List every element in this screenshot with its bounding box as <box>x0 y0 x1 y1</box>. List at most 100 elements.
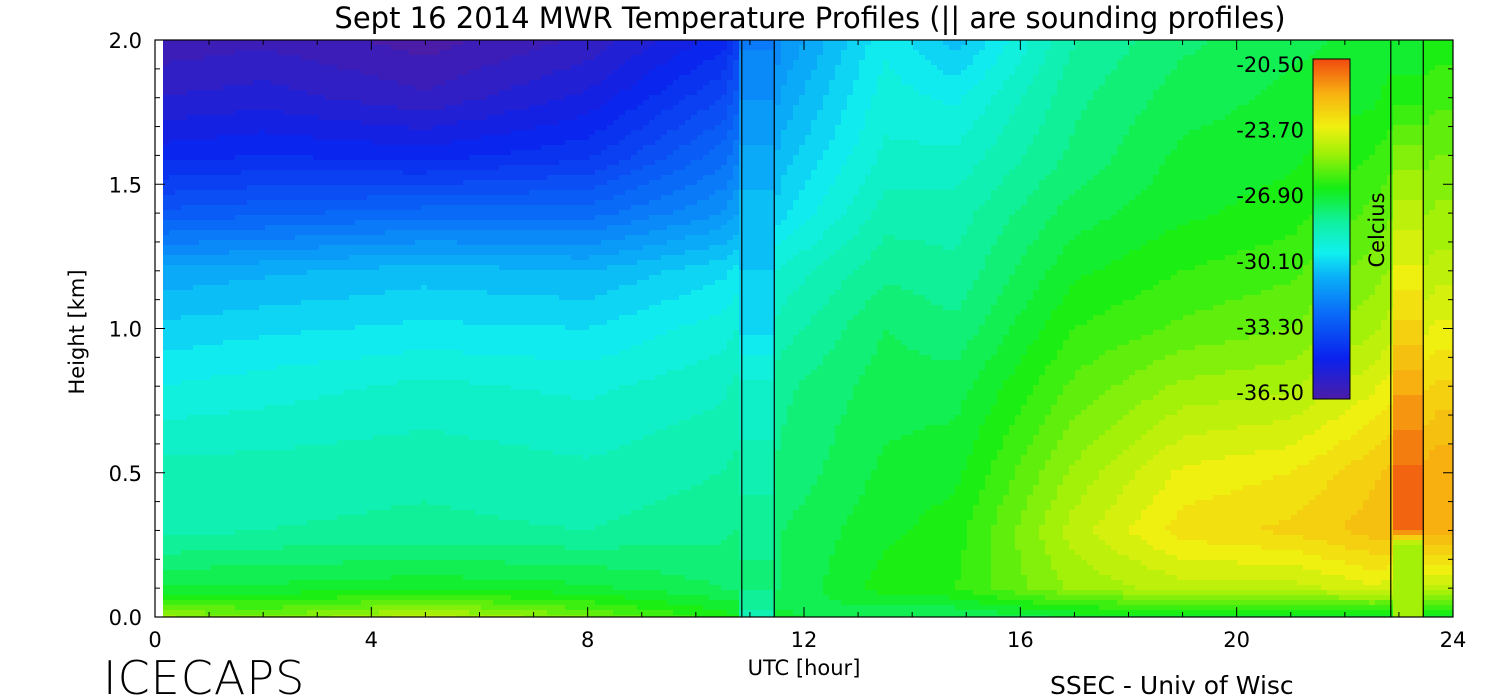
heat-cell <box>307 65 314 71</box>
heat-cell <box>325 305 332 311</box>
heat-cell <box>175 370 182 376</box>
heat-cell <box>361 425 368 431</box>
heat-cell <box>211 280 218 286</box>
heat-cell <box>193 75 200 81</box>
heat-cell <box>181 260 188 266</box>
heat-cell <box>343 225 350 231</box>
heat-cell <box>283 465 290 471</box>
heat-cell <box>199 425 206 431</box>
heat-cell <box>205 370 212 376</box>
heat-cell <box>343 495 350 501</box>
heat-cell <box>283 170 290 176</box>
heat-cell <box>313 310 320 316</box>
heat-cell <box>283 205 290 211</box>
heat-cell <box>235 320 242 326</box>
heat-cell <box>319 70 326 76</box>
heat-cell <box>361 560 368 566</box>
heat-cell <box>385 390 392 396</box>
heat-cell <box>271 615 278 617</box>
heat-cell <box>373 515 380 521</box>
heat-cell <box>319 320 326 326</box>
heat-cell <box>271 235 278 241</box>
heat-cell <box>325 550 332 556</box>
heat-cell <box>319 265 326 271</box>
heat-cell <box>193 130 200 136</box>
heat-cell <box>331 150 338 156</box>
heat-cell <box>325 470 332 476</box>
heat-cell <box>355 170 362 176</box>
heat-cell <box>163 80 170 86</box>
heat-cell <box>415 260 422 266</box>
heat-cell <box>361 400 368 406</box>
heat-cell <box>247 340 254 346</box>
heat-cell <box>349 70 356 76</box>
heat-cell <box>343 585 350 591</box>
heat-cell <box>259 220 266 226</box>
heat-cell <box>373 200 380 206</box>
heat-cell <box>223 530 230 536</box>
heat-cell <box>241 605 248 611</box>
heat-cell <box>301 455 308 461</box>
heat-cell <box>319 400 326 406</box>
heat-cell <box>253 525 260 531</box>
heat-cell <box>265 330 272 336</box>
heat-cell <box>175 75 182 81</box>
heat-cell <box>325 315 332 321</box>
heat-cell <box>271 175 278 181</box>
heat-cell <box>193 50 200 56</box>
heat-cell <box>307 140 314 146</box>
heat-cell <box>403 600 410 606</box>
heat-cell <box>181 380 188 386</box>
heat-cell <box>277 560 284 566</box>
heat-cell <box>217 315 224 321</box>
heat-cell <box>253 415 260 421</box>
heat-cell <box>229 525 236 531</box>
heat-cell <box>289 385 296 391</box>
heat-cell <box>253 355 260 361</box>
heat-cell <box>241 510 248 516</box>
heat-cell <box>253 40 260 46</box>
heat-cell <box>373 160 380 166</box>
heat-cell <box>283 310 290 316</box>
heat-cell <box>241 600 248 606</box>
heat-cell <box>337 55 344 61</box>
heat-cell <box>187 480 194 486</box>
heat-cell <box>229 420 236 426</box>
heat-cell <box>277 200 284 206</box>
heat-cell <box>349 595 356 601</box>
heat-cell <box>259 65 266 71</box>
heat-cell <box>307 290 314 296</box>
heat-cell <box>199 160 206 166</box>
heat-cell <box>379 215 386 221</box>
heat-cell <box>385 410 392 416</box>
heat-cell <box>241 155 248 161</box>
heat-cell <box>331 610 338 616</box>
heat-cell <box>199 515 206 521</box>
heat-cell <box>319 545 326 551</box>
heat-cell <box>277 330 284 336</box>
heat-cell <box>391 570 398 576</box>
heat-cell <box>367 235 374 241</box>
heat-cell <box>301 250 308 256</box>
heat-cell <box>163 65 170 71</box>
heat-cell <box>181 590 188 596</box>
heat-cell <box>343 340 350 346</box>
heat-cell <box>271 120 278 126</box>
heat-cell <box>223 355 230 361</box>
heat-cell <box>283 40 290 46</box>
heat-cell <box>361 105 368 111</box>
heat-cell <box>163 195 170 201</box>
heat-cell <box>349 120 356 126</box>
heat-cell <box>307 135 314 141</box>
heat-cell <box>277 475 284 481</box>
heat-cell <box>289 70 296 76</box>
heat-cell <box>295 515 302 521</box>
heat-cell <box>409 555 416 561</box>
heat-cell <box>343 405 350 411</box>
heat-cell <box>409 220 416 226</box>
heat-cell <box>313 380 320 386</box>
heat-cell <box>355 235 362 241</box>
heat-cell <box>265 140 272 146</box>
heat-cell <box>199 110 206 116</box>
heat-cell <box>259 525 266 531</box>
